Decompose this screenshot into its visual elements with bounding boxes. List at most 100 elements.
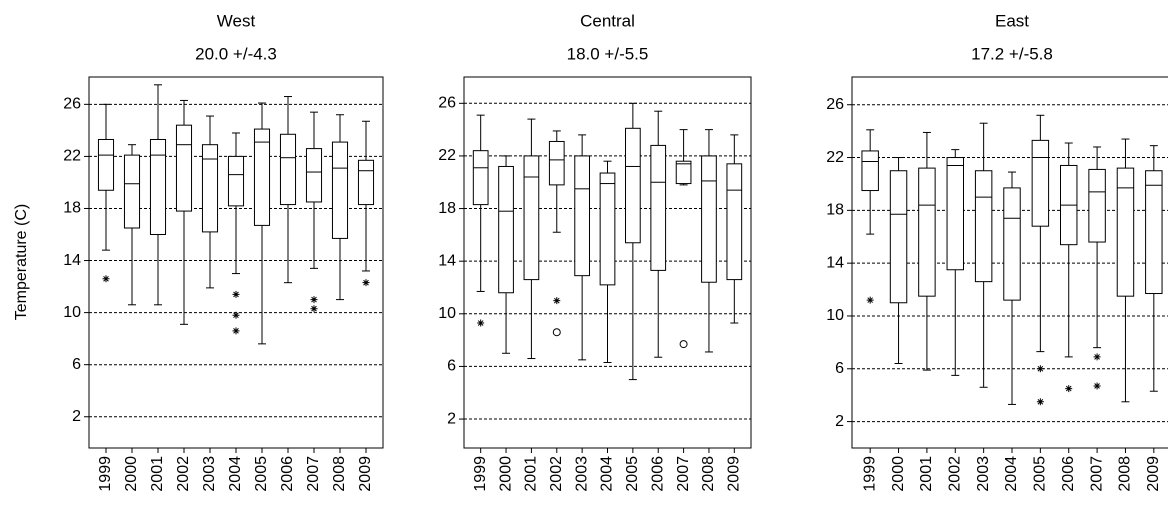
y-tick-label: 26 [438, 95, 456, 112]
box [123, 154, 141, 229]
box [498, 165, 514, 294]
box [625, 127, 641, 244]
x-tick-label: 2004 [227, 456, 244, 492]
outlier [1036, 398, 1044, 406]
x-tick-label: 2003 [201, 456, 218, 492]
outlier [552, 328, 561, 337]
x-tick-label: 2000 [123, 456, 140, 492]
outlier [102, 275, 110, 283]
y-tick-label: 14 [826, 254, 844, 271]
box [889, 170, 908, 304]
y-tick-label: 26 [63, 96, 81, 113]
x-tick-label: 2008 [700, 456, 717, 492]
y-tick-label: 18 [438, 200, 456, 217]
x-tick-label: 2005 [624, 456, 641, 492]
y-tick-label: 26 [826, 96, 844, 113]
y-tick-label: 22 [63, 148, 81, 165]
outlier [553, 297, 561, 305]
x-tick-label: 2003 [975, 456, 992, 492]
box [974, 170, 993, 283]
y-tick-label: 2 [835, 413, 844, 430]
box [175, 124, 193, 212]
outlier [310, 305, 318, 313]
box [472, 150, 489, 206]
panel-title: East [995, 11, 1029, 30]
x-tick-label: 2007 [305, 456, 322, 492]
box [149, 138, 167, 236]
panel-title: West [217, 11, 256, 30]
outlier [1036, 365, 1044, 373]
x-tick-label: 2002 [175, 456, 192, 492]
box [726, 163, 743, 281]
y-tick-label: 2 [72, 408, 81, 425]
x-tick-label: 2009 [726, 456, 743, 492]
y-tick-label: 18 [826, 202, 844, 219]
outlier [1093, 353, 1101, 361]
box [946, 157, 964, 271]
panel-subtitle: 17.2 +/-5.8 [971, 44, 1053, 63]
x-tick-label: 2009 [1145, 456, 1162, 492]
outlier [362, 279, 370, 287]
box [331, 141, 349, 239]
y-tick-label: 14 [438, 252, 456, 269]
x-tick-label: 2001 [918, 456, 935, 492]
x-tick-label: 2003 [573, 456, 590, 492]
x-tick-label: 2002 [548, 456, 565, 492]
x-tick-label: 2001 [149, 456, 166, 492]
x-tick-label: 2001 [523, 456, 540, 492]
outlier [232, 327, 240, 335]
box [523, 155, 540, 281]
x-tick-label: 2008 [1117, 456, 1134, 492]
box [1088, 168, 1106, 243]
panel-subtitle: 18.0 +/-5.5 [567, 44, 649, 63]
x-tick-label: 2004 [1003, 456, 1020, 492]
box [650, 144, 667, 271]
y-axis-label: Temperature (C) [13, 204, 30, 320]
y-tick-label: 6 [835, 360, 844, 377]
box [201, 144, 219, 233]
box [918, 167, 936, 297]
y-tick-label: 6 [72, 356, 81, 373]
outlier [232, 311, 240, 319]
box [548, 140, 565, 186]
box [97, 138, 115, 191]
x-tick-label: 2007 [675, 456, 692, 492]
x-tick-label: 2006 [1060, 456, 1077, 492]
y-tick-label: 18 [63, 200, 81, 217]
x-tick-label: 1999 [861, 456, 878, 492]
box [861, 150, 879, 192]
outlier [310, 296, 318, 304]
outlier [1093, 382, 1101, 390]
x-tick-label: 2005 [1032, 456, 1049, 492]
outlier [1065, 385, 1073, 393]
box [1031, 139, 1050, 227]
box [253, 128, 271, 226]
outlier [679, 340, 688, 349]
x-tick-label: 2006 [279, 456, 296, 492]
box [1116, 167, 1135, 297]
x-tick-label: 2006 [649, 456, 666, 492]
y-tick-label: 10 [438, 305, 456, 322]
y-tick-label: 22 [826, 149, 844, 166]
outlier [232, 290, 240, 298]
y-tick-label: 10 [826, 307, 844, 324]
outlier [477, 319, 485, 327]
box [279, 133, 297, 206]
panel-title: Central [580, 11, 635, 30]
y-tick-label: 10 [63, 304, 81, 321]
y-tick-label: 22 [438, 147, 456, 164]
x-tick-label: 2004 [599, 456, 616, 492]
y-tick-label: 6 [447, 358, 456, 375]
box [1003, 187, 1021, 301]
x-tick-label: 2000 [890, 456, 907, 492]
box [357, 159, 375, 206]
box [1145, 170, 1163, 295]
x-tick-label: 1999 [97, 456, 114, 492]
x-tick-label: 2005 [253, 456, 270, 492]
box [227, 155, 245, 207]
box [701, 155, 717, 283]
box [574, 155, 590, 277]
x-tick-label: 2000 [497, 456, 514, 492]
x-tick-label: 2002 [946, 456, 963, 492]
